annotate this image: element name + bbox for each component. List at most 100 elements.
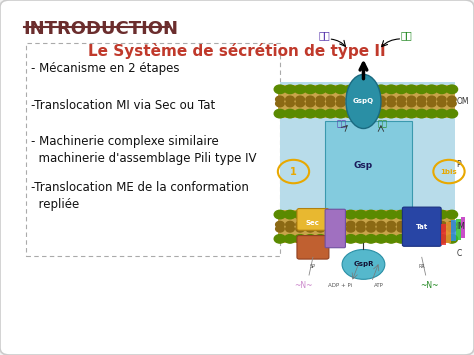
Circle shape [406, 85, 417, 94]
Circle shape [407, 96, 416, 103]
Circle shape [375, 210, 387, 219]
FancyBboxPatch shape [402, 207, 441, 246]
FancyBboxPatch shape [297, 208, 329, 230]
Text: ~N~: ~N~ [294, 281, 312, 290]
Circle shape [316, 222, 325, 228]
Circle shape [325, 210, 336, 219]
Circle shape [326, 222, 335, 228]
Circle shape [396, 210, 407, 219]
Circle shape [345, 85, 356, 94]
Circle shape [417, 226, 426, 232]
Circle shape [326, 100, 335, 107]
Circle shape [274, 109, 285, 118]
Circle shape [385, 109, 397, 118]
Circle shape [286, 96, 294, 103]
Circle shape [355, 210, 366, 219]
Text: GspR: GspR [353, 261, 374, 267]
Circle shape [316, 96, 325, 103]
Circle shape [275, 96, 284, 103]
Text: 1: 1 [290, 166, 297, 176]
Circle shape [417, 100, 426, 107]
Circle shape [436, 109, 447, 118]
Text: Gsp: Gsp [354, 162, 373, 170]
Text: Sec: Sec [306, 220, 320, 226]
Text: ꚛꚛ: ꚛꚛ [319, 31, 330, 40]
Text: INTRODUCTION: INTRODUCTION [24, 20, 179, 38]
Text: OM: OM [457, 97, 469, 106]
Circle shape [284, 109, 296, 118]
FancyBboxPatch shape [297, 236, 329, 259]
Circle shape [447, 100, 456, 107]
Circle shape [274, 210, 285, 219]
Bar [451, 220, 456, 241]
Circle shape [356, 226, 365, 232]
Circle shape [296, 96, 304, 103]
Circle shape [355, 85, 366, 94]
Circle shape [296, 100, 304, 107]
Circle shape [274, 235, 285, 243]
Circle shape [367, 222, 375, 228]
Circle shape [315, 109, 326, 118]
Circle shape [397, 100, 406, 107]
Text: Tat: Tat [416, 224, 428, 230]
Circle shape [446, 210, 457, 219]
Circle shape [428, 222, 436, 228]
Bar [280, 82, 455, 237]
Text: ~N~: ~N~ [420, 281, 439, 290]
Bar [278, 102, 455, 118]
Circle shape [367, 96, 375, 103]
Circle shape [345, 109, 356, 118]
Text: ꚛꚛ: ꚛꚛ [378, 119, 388, 128]
Circle shape [346, 226, 355, 232]
Circle shape [315, 210, 326, 219]
Circle shape [316, 226, 325, 232]
Circle shape [417, 222, 426, 228]
Circle shape [447, 96, 456, 103]
Circle shape [294, 109, 306, 118]
Circle shape [296, 226, 304, 232]
Circle shape [446, 85, 457, 94]
Circle shape [387, 226, 395, 232]
Circle shape [325, 85, 336, 94]
Bar [278, 85, 455, 102]
Text: Le Système de sécrétion de type II: Le Système de sécrétion de type II [88, 43, 386, 59]
Text: C: C [457, 249, 462, 258]
Circle shape [367, 100, 375, 107]
Circle shape [275, 222, 284, 228]
Circle shape [345, 235, 356, 243]
Circle shape [356, 100, 365, 107]
Circle shape [335, 85, 346, 94]
Circle shape [385, 85, 397, 94]
Circle shape [355, 235, 366, 243]
Circle shape [346, 96, 355, 103]
Circle shape [346, 100, 355, 107]
Text: P: P [457, 160, 461, 169]
Circle shape [305, 85, 316, 94]
Text: 1bis: 1bis [441, 169, 457, 175]
Circle shape [355, 109, 366, 118]
Circle shape [426, 235, 438, 243]
Circle shape [294, 210, 306, 219]
Circle shape [375, 109, 387, 118]
Circle shape [406, 109, 417, 118]
Bar [278, 227, 455, 243]
Circle shape [426, 210, 438, 219]
Circle shape [284, 235, 296, 243]
Circle shape [365, 235, 377, 243]
Circle shape [436, 235, 447, 243]
Circle shape [325, 235, 336, 243]
Circle shape [365, 109, 377, 118]
Circle shape [416, 85, 427, 94]
Bar [441, 224, 446, 245]
Circle shape [375, 85, 387, 94]
Circle shape [407, 222, 416, 228]
Circle shape [346, 222, 355, 228]
Circle shape [305, 210, 316, 219]
Circle shape [387, 222, 395, 228]
Circle shape [296, 222, 304, 228]
Circle shape [306, 222, 315, 228]
FancyBboxPatch shape [325, 209, 346, 248]
FancyBboxPatch shape [26, 43, 280, 256]
Circle shape [337, 100, 345, 107]
Circle shape [416, 109, 427, 118]
